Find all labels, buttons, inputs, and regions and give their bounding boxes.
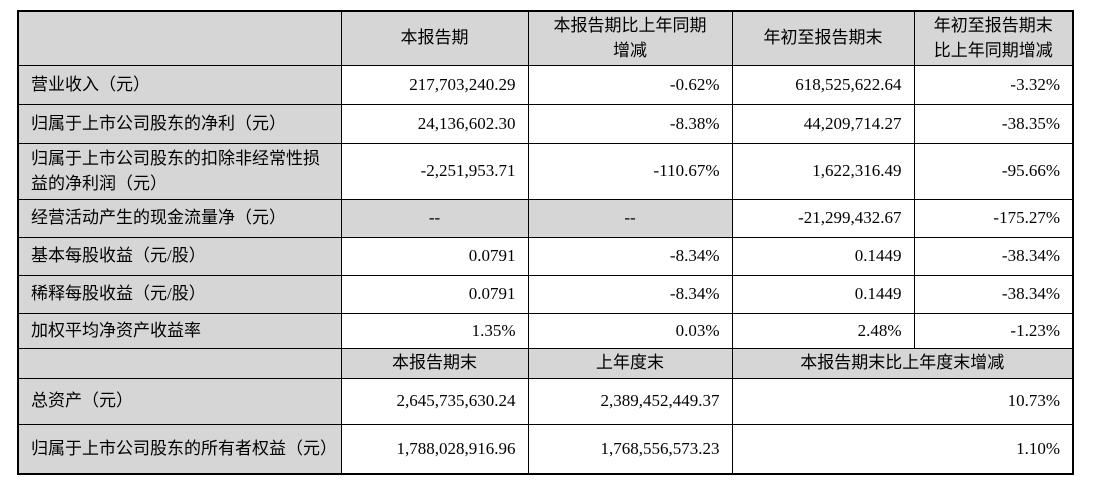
col-header-year-to-date: 年初至报告期末 [731, 10, 915, 67]
value-cell: 618,525,622.64 [731, 65, 915, 106]
table-row-net-profit: 归属于上市公司股东的净利（元） 24,136,602.30 -8.38% 44,… [17, 104, 1074, 145]
value-cell: 1.35% [340, 313, 529, 350]
value-cell: -1.23% [913, 313, 1074, 350]
financial-summary-table: 本报告期 本报告期比上年同期 增减 年初至报告期末 年初至报告期末 比上年同期增… [17, 10, 1074, 476]
col-header-end-of-prior-year: 上年度末 [527, 348, 733, 379]
row-label: 归属于上市公司股东的扣除非经常性损益的净利润（元） [17, 143, 342, 201]
value-cell: -175.27% [913, 199, 1074, 239]
table-row-total-assets: 总资产（元） 2,645,735,630.24 2,389,452,449.37… [17, 377, 1074, 425]
table-row-net-profit-excl-nonrecurring: 归属于上市公司股东的扣除非经常性损益的净利润（元） -2,251,953.71 … [17, 143, 1074, 201]
value-cell: -3.32% [913, 65, 1074, 106]
balance-header-row: 本报告期末 上年度末 本报告期末比上年度末增减 [17, 348, 1074, 379]
value-cell: -2,251,953.71 [340, 143, 529, 201]
value-cell: 0.1449 [731, 237, 915, 277]
corner-cell [17, 348, 342, 379]
col-header-year-to-date-yoy-change: 年初至报告期末 比上年同期增减 [913, 10, 1074, 67]
row-label: 营业收入（元） [17, 65, 342, 106]
row-label: 总资产（元） [17, 377, 342, 425]
value-cell: 1,622,316.49 [731, 143, 915, 201]
value-cell-not-applicable: -- [340, 199, 529, 239]
value-cell: 0.0791 [340, 275, 529, 315]
table-row-basic-eps: 基本每股收益（元/股） 0.0791 -8.34% 0.1449 -38.34% [17, 237, 1074, 277]
value-cell: -8.34% [527, 237, 733, 277]
value-cell: 0.0791 [340, 237, 529, 277]
value-cell: 2,389,452,449.37 [527, 377, 733, 425]
table-row-operating-revenue: 营业收入（元） 217,703,240.29 -0.62% 618,525,62… [17, 65, 1074, 106]
row-label: 稀释每股收益（元/股） [17, 275, 342, 315]
value-cell: -95.66% [913, 143, 1074, 201]
table-row-weighted-avg-roe: 加权平均净资产收益率 1.35% 0.03% 2.48% -1.23% [17, 313, 1074, 350]
value-cell: -21,299,432.67 [731, 199, 915, 239]
col-header-current-period: 本报告期 [340, 10, 529, 67]
value-cell: 44,209,714.27 [731, 104, 915, 145]
value-cell: 24,136,602.30 [340, 104, 529, 145]
value-cell: -38.34% [913, 275, 1074, 315]
value-cell: 0.03% [527, 313, 733, 350]
row-label: 归属于上市公司股东的净利（元） [17, 104, 342, 145]
value-cell: 2,645,735,630.24 [340, 377, 529, 425]
value-cell: 1,788,028,916.96 [340, 423, 529, 475]
value-cell: 217,703,240.29 [340, 65, 529, 106]
row-label: 基本每股收益（元/股） [17, 237, 342, 277]
value-cell: 0.1449 [731, 275, 915, 315]
value-cell: 1.10% [731, 423, 1074, 475]
value-cell: -8.38% [527, 104, 733, 145]
value-cell: -8.34% [527, 275, 733, 315]
col-header-end-of-period: 本报告期末 [340, 348, 529, 379]
value-cell: 2.48% [731, 313, 915, 350]
row-label: 加权平均净资产收益率 [17, 313, 342, 350]
table-row-diluted-eps: 稀释每股收益（元/股） 0.0791 -8.34% 0.1449 -38.34% [17, 275, 1074, 315]
value-cell: -0.62% [527, 65, 733, 106]
value-cell: -38.35% [913, 104, 1074, 145]
value-cell: -38.34% [913, 237, 1074, 277]
table-row-owners-equity: 归属于上市公司股东的所有者权益（元） 1,788,028,916.96 1,76… [17, 423, 1074, 475]
corner-cell [17, 10, 342, 67]
row-label: 归属于上市公司股东的所有者权益（元） [17, 423, 342, 475]
value-cell-not-applicable: -- [527, 199, 733, 239]
value-cell: 10.73% [731, 377, 1074, 425]
table-row-operating-cash-flow: 经营活动产生的现金流量净（元） -- -- -21,299,432.67 -17… [17, 199, 1074, 239]
col-header-change-vs-prior-year-end: 本报告期末比上年度末增减 [731, 348, 1074, 379]
period-header-row: 本报告期 本报告期比上年同期 增减 年初至报告期末 年初至报告期末 比上年同期增… [17, 10, 1074, 67]
value-cell: -110.67% [527, 143, 733, 201]
col-header-current-period-yoy-change: 本报告期比上年同期 增减 [527, 10, 733, 67]
row-label: 经营活动产生的现金流量净（元） [17, 199, 342, 239]
value-cell: 1,768,556,573.23 [527, 423, 733, 475]
